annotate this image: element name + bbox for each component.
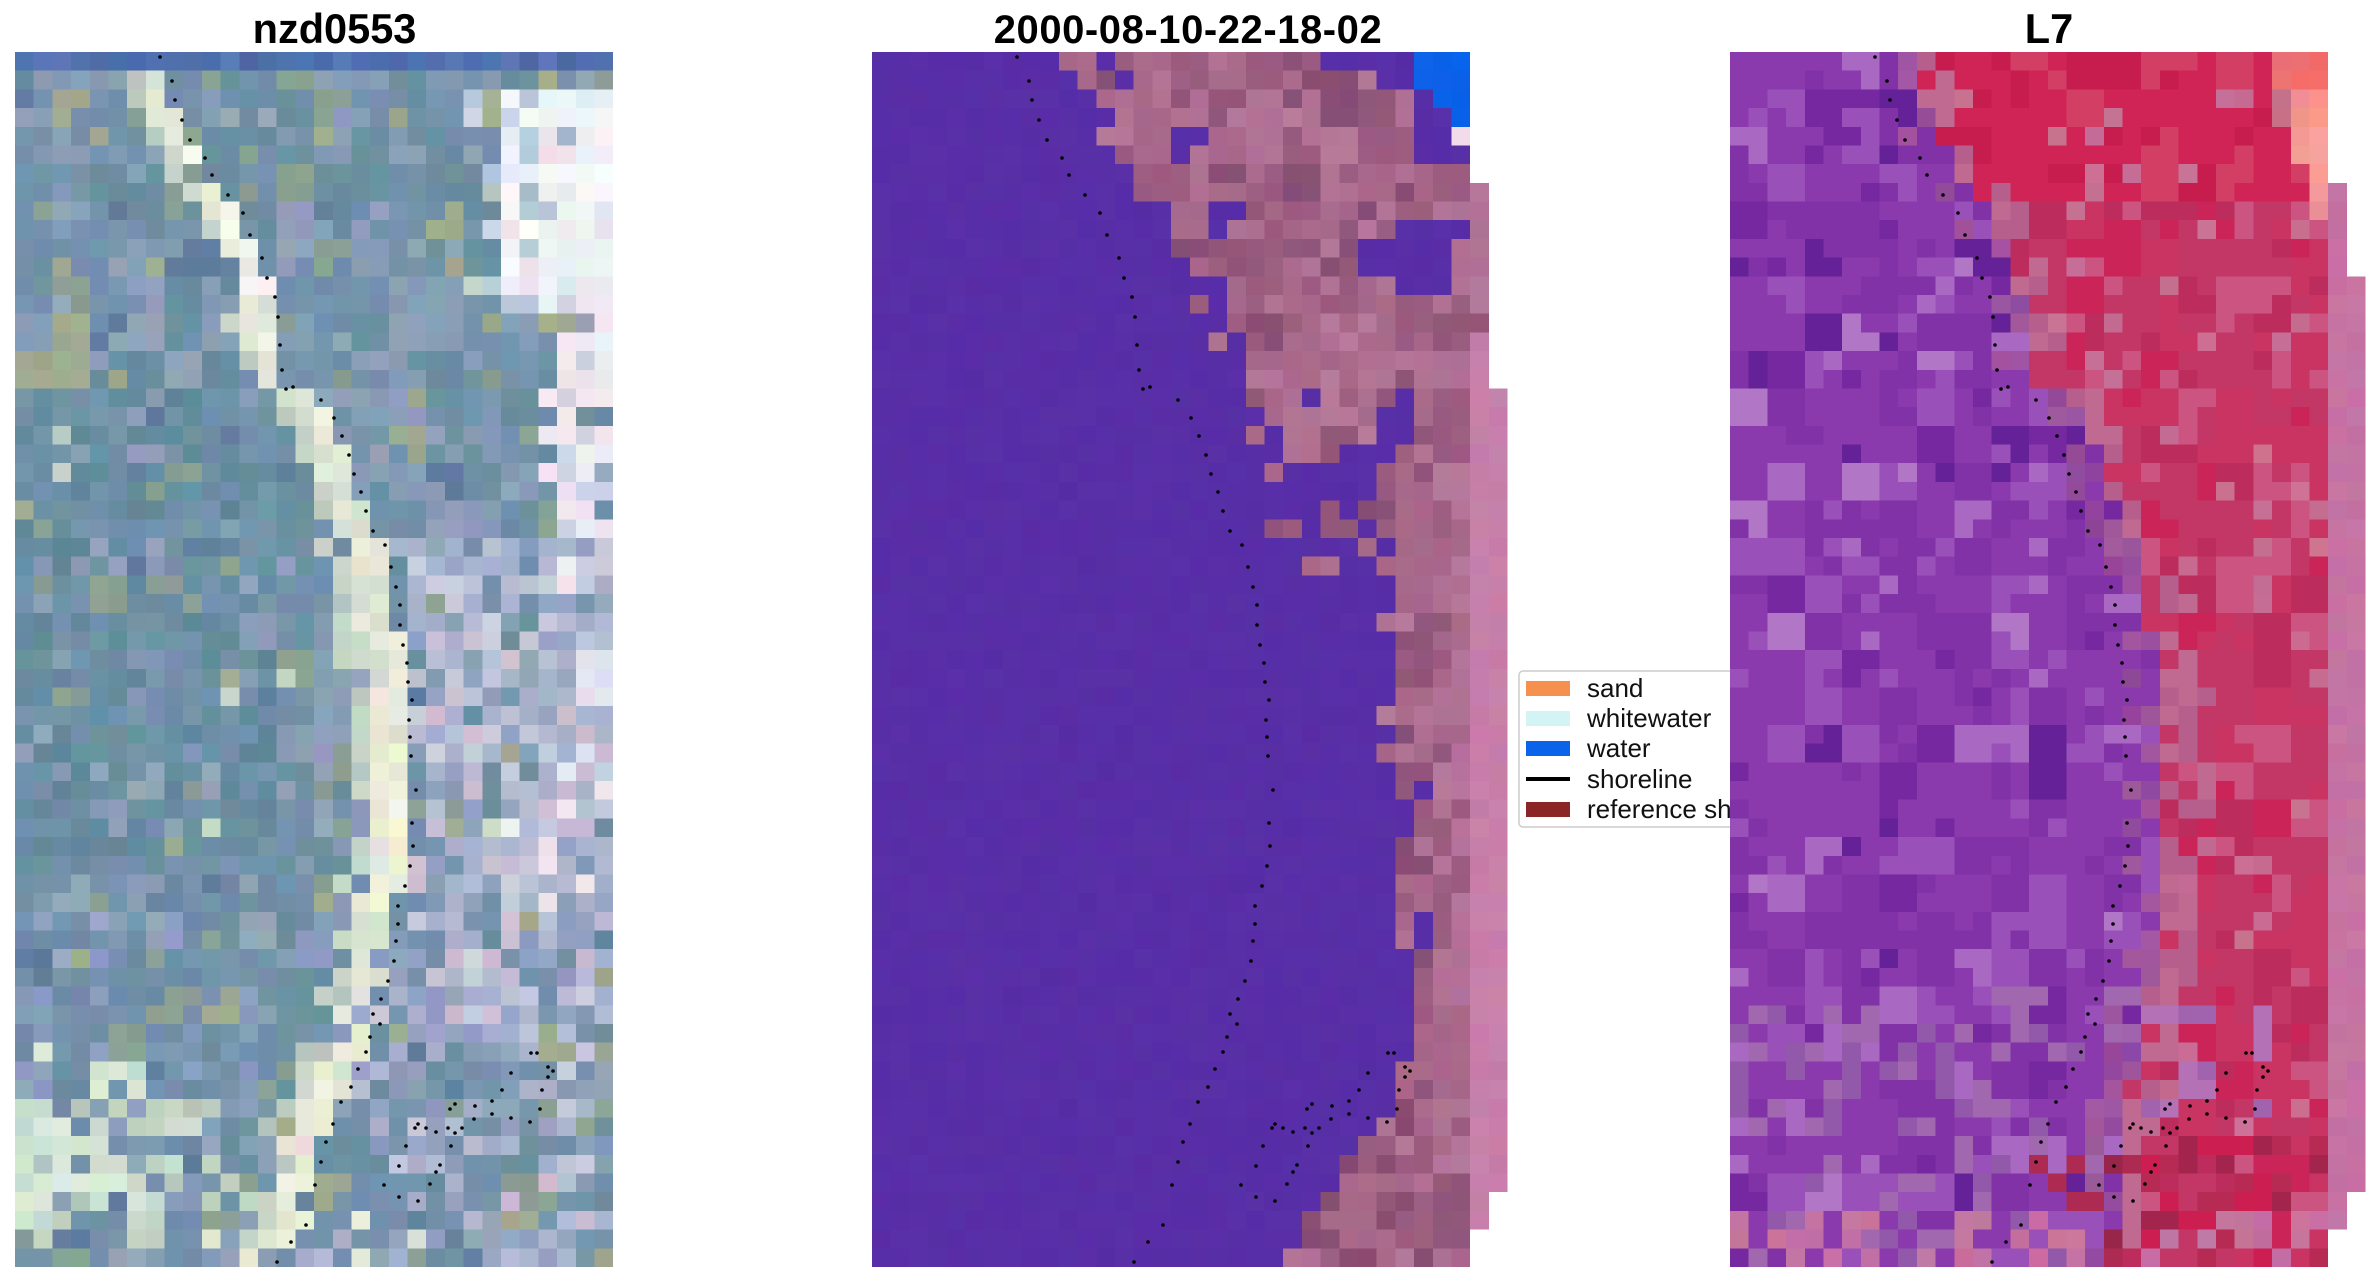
- svg-text:shoreline: shoreline: [1587, 764, 1693, 794]
- svg-text:sand: sand: [1587, 673, 1643, 703]
- svg-text:water: water: [1586, 733, 1651, 763]
- svg-text:whitewater: whitewater: [1586, 703, 1712, 733]
